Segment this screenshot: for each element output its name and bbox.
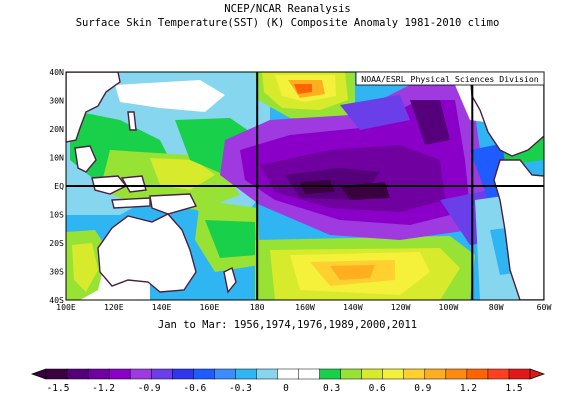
colorbar-tick-label: 1.2 <box>460 383 477 394</box>
colorbar-swatch <box>424 368 447 380</box>
date-range-label: Jan to Mar: 1956,1974,1976,1989,2000,201… <box>157 319 418 331</box>
colorbar-swatch <box>340 368 363 380</box>
colorbar-tick-label: 0.6 <box>369 383 386 394</box>
colorbar-swatch <box>445 368 468 380</box>
colorbar-min-arrow <box>30 368 47 380</box>
colorbar-max-arrow <box>529 368 546 380</box>
colorbar-swatch <box>87 368 110 380</box>
lon-tick-label: 140W <box>343 302 363 312</box>
colorbar-swatch <box>298 368 321 380</box>
colorbar-swatch <box>129 368 152 380</box>
colorbar-swatch <box>487 368 510 380</box>
colorbar-swatch <box>319 368 342 380</box>
anomaly-field <box>66 72 544 300</box>
colorbar-swatch <box>508 368 531 380</box>
colorbar-tick-label: -0.9 <box>138 383 161 394</box>
lon-tick-label: 120W <box>391 302 411 312</box>
lat-tick-label: 10N <box>49 153 64 163</box>
colorbar-tick-label: 0.9 <box>414 383 431 394</box>
colorbar-swatch <box>108 368 131 380</box>
colorbar-tick-label: 0.3 <box>323 383 340 394</box>
lon-tick-label: 180 <box>250 302 265 312</box>
lat-tick-label: 10S <box>49 210 64 220</box>
colorbar-swatch <box>256 368 279 380</box>
lat-tick-label: 20N <box>49 124 64 134</box>
credit-text: NOAA/ESRL Physical Sciences Division <box>361 74 539 84</box>
lon-tick-label: 140E <box>152 302 172 312</box>
lon-tick-label: 80W <box>489 302 504 312</box>
lon-tick-label: 120E <box>104 302 124 312</box>
colorbar-swatch <box>235 368 257 380</box>
chart-title: NCEP/NCAR Reanalysis <box>224 3 351 15</box>
lat-tick-label: 30N <box>49 96 64 106</box>
colorbar-tick-label: 0 <box>283 383 289 394</box>
lat-tick-label: EQ <box>54 181 64 191</box>
lat-tick-label: 20S <box>49 238 64 248</box>
colorbar-swatch <box>382 368 405 380</box>
lat-tick-label: 40S <box>49 295 64 305</box>
colorbar-swatch <box>172 368 194 380</box>
colorbar-swatch <box>45 368 68 380</box>
lon-tick-label: 160E <box>200 302 220 312</box>
colorbar-tick-label: -1.2 <box>92 383 115 394</box>
colorbar-swatch <box>193 368 215 380</box>
colorbar-tick-label: 1.5 <box>505 383 522 394</box>
credit-box <box>355 71 545 86</box>
colorbar-swatch <box>277 368 300 380</box>
colorbar-tick-label: -0.6 <box>183 383 206 394</box>
lon-tick-label: 100E <box>56 302 76 312</box>
colorbar-swatch <box>150 368 173 380</box>
lon-tick-label: 160W <box>295 302 315 312</box>
colorbar-tick-label: -0.3 <box>229 383 252 394</box>
colorbar-swatch <box>214 368 236 380</box>
colorbar-swatch <box>66 368 89 380</box>
colorbar-tick-label: -1.5 <box>47 383 70 394</box>
lon-tick-label: 100W <box>439 302 459 312</box>
colorbar-swatch <box>466 368 489 380</box>
lat-tick-label: 30S <box>49 267 64 277</box>
colorbar-swatch <box>403 368 426 380</box>
lon-tick-label: 60W <box>537 302 552 312</box>
colorbar-swatch <box>361 368 384 380</box>
chart-subtitle: Surface Skin Temperature(SST) (K) Compos… <box>75 17 500 29</box>
lat-tick-label: 40N <box>49 67 64 77</box>
